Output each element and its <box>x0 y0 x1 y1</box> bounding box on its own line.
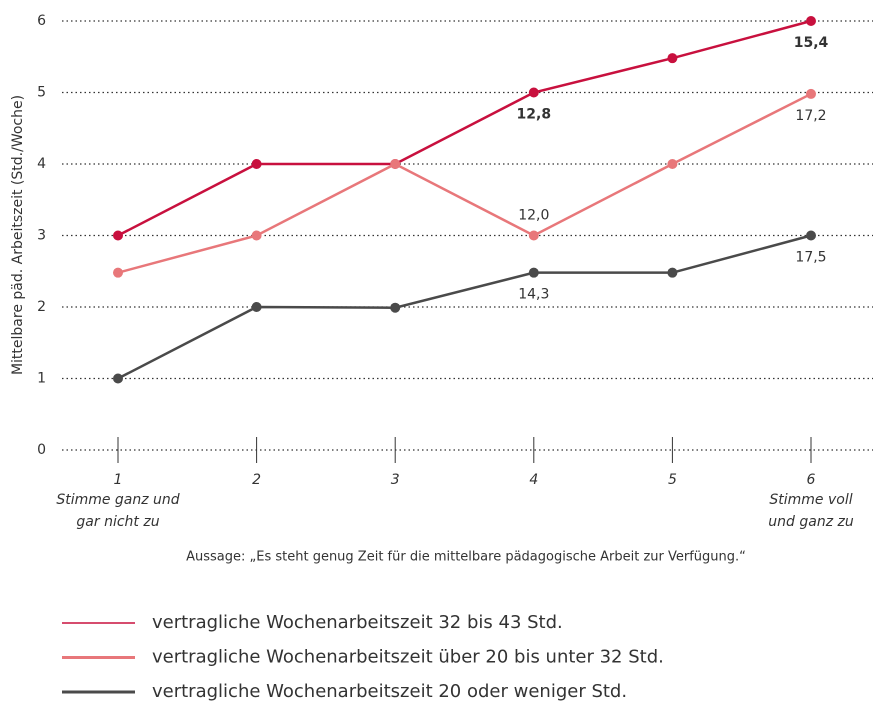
point <box>251 302 262 312</box>
point <box>806 88 816 99</box>
data-label: 15,4 <box>794 35 829 51</box>
point <box>251 159 262 169</box>
y-tick-label: 1 <box>37 371 46 387</box>
x-tick-label: 3 <box>391 472 400 488</box>
data-label: 12,8 <box>517 107 552 123</box>
x-axis-label: Aussage: „Es steht genug Zeit für die mi… <box>186 550 746 565</box>
y-tick-label: 4 <box>37 156 46 172</box>
x-tick-label: 1 <box>114 472 123 488</box>
x-tick-label: 2 <box>252 472 261 488</box>
series-line <box>117 92 812 274</box>
x-tick-label: 6 <box>807 472 816 488</box>
y-tick-label: 2 <box>37 299 46 315</box>
point <box>251 230 262 241</box>
y-tick-label: 5 <box>37 85 46 101</box>
series-line <box>117 19 812 237</box>
data-label: 17,2 <box>795 108 826 124</box>
data-label: 14,3 <box>518 287 549 303</box>
data-label: 12,0 <box>518 208 549 224</box>
point <box>806 230 816 241</box>
y-axis-label: Mittelbare päd. Arbeitszeit (Std./Woche) <box>10 95 26 375</box>
legend-label: vertragliche Wochenarbeitszeit 20 oder w… <box>152 681 627 702</box>
y-tick-label: 3 <box>37 228 46 244</box>
x-end-label: Stimme ganz und <box>56 492 179 508</box>
x-tick-label: 4 <box>529 472 538 488</box>
legend-label: vertragliche Wochenarbeitszeit über 20 b… <box>152 647 664 668</box>
legend-label: vertragliche Wochenarbeitszeit 32 bis 43… <box>152 612 563 633</box>
point <box>113 373 123 384</box>
x-end-label: gar nicht zu <box>76 514 159 530</box>
point <box>528 230 539 241</box>
point <box>390 159 401 169</box>
point <box>667 53 678 64</box>
series-line <box>117 234 812 380</box>
point <box>113 267 123 278</box>
y-tick-label: 0 <box>37 442 46 458</box>
x-end-label: Stimme voll <box>769 492 852 508</box>
point <box>390 302 401 313</box>
point <box>806 16 816 26</box>
data-label: 17,5 <box>795 250 826 266</box>
point <box>667 267 678 278</box>
point <box>528 267 539 278</box>
y-tick-label: 6 <box>37 13 46 29</box>
x-tick-label: 5 <box>668 472 677 488</box>
point <box>667 159 678 169</box>
point <box>528 87 539 98</box>
point <box>113 230 123 241</box>
x-end-label: und ganz zu <box>768 514 854 530</box>
